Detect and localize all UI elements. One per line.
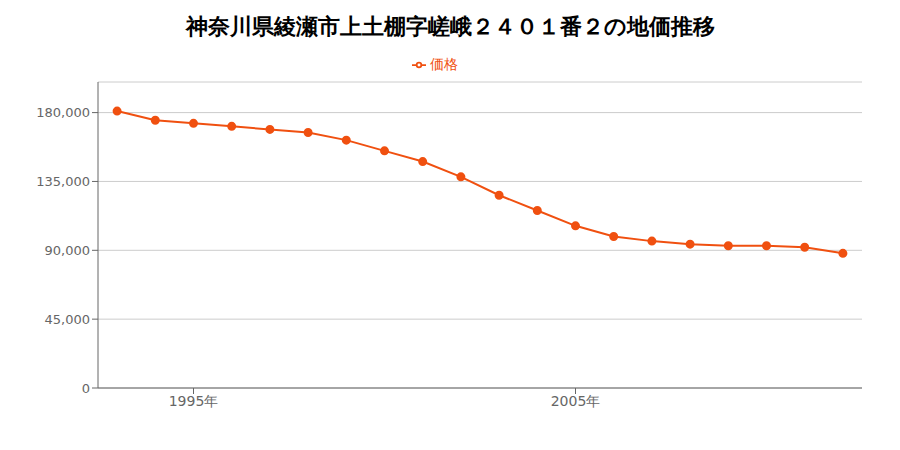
html-text:神奈川県綾瀬市上土棚字嵯峨２４０１番２の地価推移: 神奈川県綾瀬市上土棚字嵯峨２４０１番２の地価推移 [185,14,715,39]
svg-text:90,000: 90,000 [45,243,91,258]
svg-text:2005年: 2005年 [551,393,601,409]
svg-text:180,000: 180,000 [36,105,90,120]
svg-text:135,000: 135,000 [36,174,90,189]
html-text:価格: 価格 [430,56,458,72]
svg-text:0: 0 [82,381,90,396]
svg-text:1995年: 1995年 [169,393,219,409]
svg-text:45,000: 45,000 [45,312,91,327]
